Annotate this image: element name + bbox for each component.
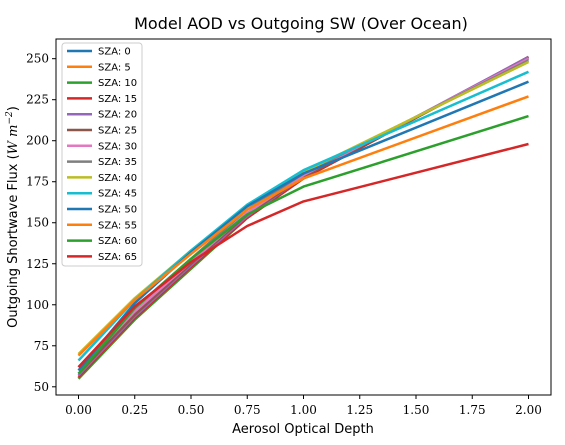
series-line-10 (77, 80, 529, 372)
y-axis-label-exponent: −2 (5, 111, 15, 125)
legend-box (61, 42, 143, 267)
series-line-12 (77, 114, 529, 375)
series-line-1 (77, 55, 530, 380)
series-line-6 (77, 57, 530, 372)
legend-label-6: SZA: 30 (98, 141, 137, 152)
legend-label-8: SZA: 40 (98, 173, 137, 184)
x-tick-label: 1.75 (459, 403, 486, 417)
y-tick-label: 200 (26, 134, 49, 148)
legend-label-4: SZA: 20 (98, 110, 137, 121)
legend-label-11: SZA: 55 (98, 220, 137, 231)
x-tick-label: 1.00 (290, 403, 317, 417)
y-axis-ticks: 50 75 100 125 150 175 200 225 250 (26, 52, 56, 394)
x-tick-label: 0.75 (234, 403, 261, 417)
legend-items: SZA: 0 SZA: 5 SZA: 10 SZA: 15 SZA: 20 SZA: 25… (67, 47, 137, 263)
x-tick-label: 1.50 (403, 403, 430, 417)
series-line-4 (77, 55, 530, 377)
y-tick-label: 100 (26, 298, 49, 312)
plot-lines (77, 55, 530, 380)
legend-label-12: SZA: 60 (98, 236, 137, 247)
legend-label-0: SZA: 0 (98, 47, 131, 58)
legend-label-9: SZA: 45 (98, 189, 137, 200)
y-tick-label: 150 (26, 216, 49, 230)
series-line-5 (77, 57, 530, 375)
y-axis-label: Outgoing Shortwave Flux (W m−2) (5, 106, 21, 328)
y-tick-label: 125 (26, 257, 49, 271)
y-tick-label: 225 (26, 93, 49, 107)
legend-label-2: SZA: 10 (98, 78, 137, 89)
x-tick-label: 0.00 (65, 403, 92, 417)
y-axis-label-text: Outgoing Shortwave Flux ( (6, 154, 21, 328)
chart-title: Model AOD vs Outgoing SW (Over Ocean) (134, 14, 468, 33)
legend: SZA: 0 SZA: 5 SZA: 10 SZA: 15 SZA: 20 SZA: 25… (61, 42, 143, 267)
y-tick-label: 75 (34, 339, 49, 353)
x-axis-ticks: 0.00 0.25 0.50 0.75 1.00 1.25 1.50 1.75 2.00 (65, 395, 542, 417)
y-tick-label: 250 (26, 52, 49, 66)
legend-label-7: SZA: 35 (98, 157, 137, 168)
legend-label-13: SZA: 65 (98, 252, 137, 263)
x-axis-label: Aerosol Optical Depth (232, 422, 374, 437)
y-axis-label-close: ) (6, 106, 21, 111)
y-tick-label: 50 (34, 380, 49, 394)
legend-label-10: SZA: 50 (98, 205, 137, 216)
series-line-7 (77, 59, 530, 368)
series-line-9 (77, 70, 530, 362)
x-tick-label: 0.50 (178, 403, 205, 417)
series-line-11 (77, 95, 529, 357)
series-line-2 (77, 55, 530, 380)
series-line-0 (77, 55, 530, 380)
legend-label-5: SZA: 25 (98, 126, 137, 137)
x-tick-label: 2.00 (515, 403, 542, 417)
series-line-13 (77, 142, 529, 368)
x-tick-label: 0.25 (121, 403, 148, 417)
series-line-3 (77, 55, 530, 378)
y-tick-label: 175 (26, 175, 49, 189)
legend-label-3: SZA: 15 (98, 94, 137, 105)
legend-label-1: SZA: 5 (98, 62, 131, 73)
y-axis-label-units: W m (6, 124, 21, 154)
x-tick-label: 1.25 (346, 403, 373, 417)
